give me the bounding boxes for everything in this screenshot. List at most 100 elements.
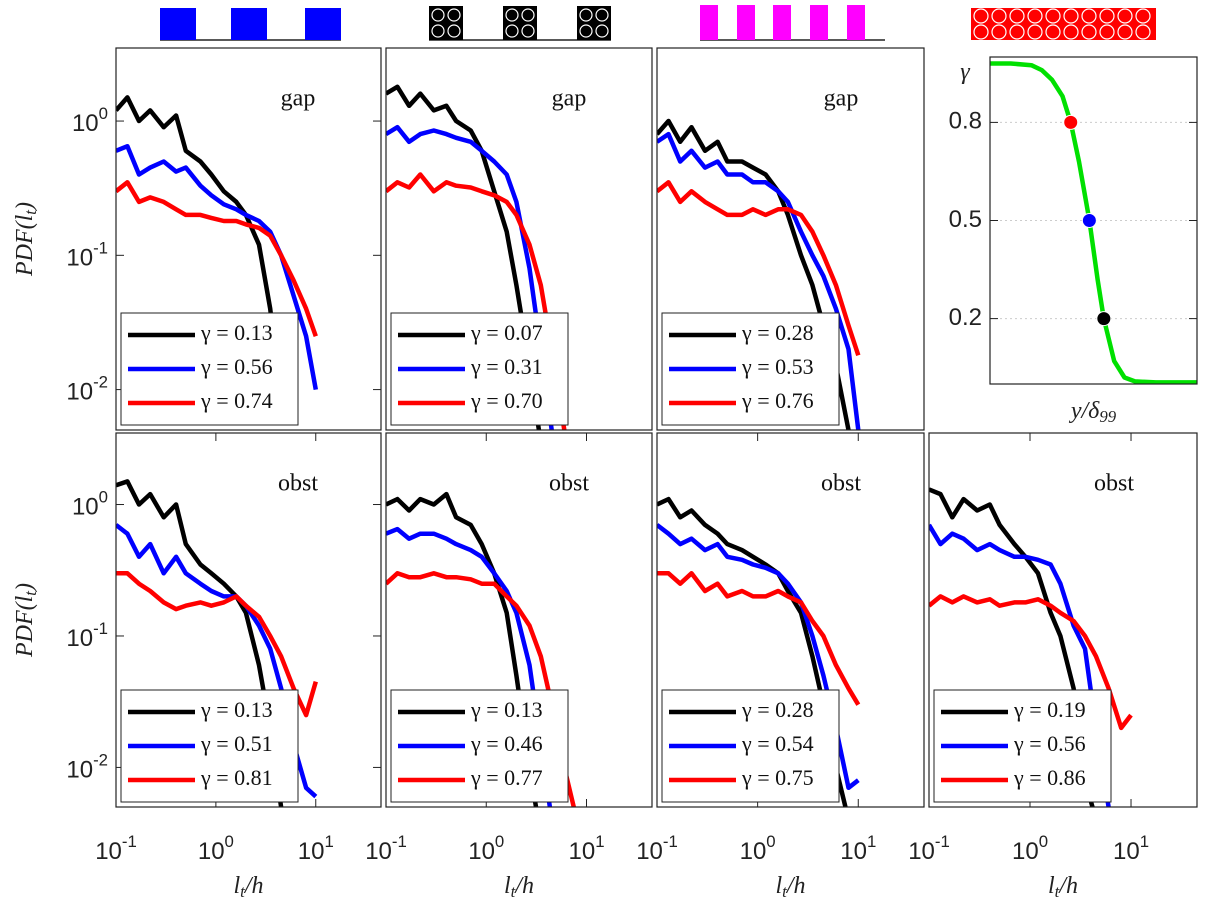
label-part: /h <box>1057 873 1078 899</box>
frame <box>115 47 382 431</box>
x-tick-label: 10-1 <box>95 832 137 865</box>
series-line <box>657 180 861 357</box>
label-part: -1 <box>935 832 950 851</box>
y-tick-label: 10-2 <box>66 751 108 784</box>
series-line <box>386 491 539 807</box>
x-tick-label: 100 <box>1012 832 1048 865</box>
series-line <box>657 118 851 430</box>
label-part: 0 <box>99 488 108 507</box>
series-group <box>386 84 567 430</box>
series-line <box>116 180 318 337</box>
x-axis-label: lt/h <box>504 873 534 901</box>
y-axis-label: PDF(lt) <box>12 202 40 277</box>
icon-bars <box>700 5 865 40</box>
series-line <box>386 124 554 430</box>
label-part: 10 <box>468 838 495 865</box>
label-part: -1 <box>392 832 407 851</box>
label-part: 0 <box>99 104 108 123</box>
label-part: 10 <box>1113 838 1140 865</box>
frame <box>928 432 1198 808</box>
label-part: 10 <box>636 838 663 865</box>
panel-label: obst <box>278 471 318 497</box>
label-part: PDF(l <box>12 214 38 277</box>
label-part: 10 <box>95 838 122 865</box>
series-line <box>929 594 1133 731</box>
label-part: ) <box>12 202 38 212</box>
legend-label: γ = 0.51 <box>200 731 273 756</box>
y-tick-label: 100 <box>72 488 108 521</box>
icon-array-circles <box>973 8 1151 40</box>
legend-label: γ = 0.13 <box>470 697 543 722</box>
label-part: l <box>233 873 240 899</box>
series-line <box>386 172 567 430</box>
legend-label: γ = 0.46 <box>470 731 543 756</box>
label-part: 1 <box>324 832 333 851</box>
legend-label: γ = 0.76 <box>741 388 814 413</box>
legend-label: γ = 0.07 <box>470 320 543 345</box>
legend-label: γ = 0.28 <box>741 697 814 722</box>
label-part: 10 <box>198 838 225 865</box>
y-axis-label: PDF(lt) <box>12 583 40 658</box>
x-axis-label: lt/h <box>233 873 263 901</box>
label-part: 10 <box>66 379 93 406</box>
label-part: -1 <box>93 239 108 258</box>
x-axis-label: y/δ99 <box>1069 398 1117 426</box>
icon-cylinders <box>429 6 611 40</box>
label-part: t <box>782 882 787 901</box>
icon-block <box>231 8 267 40</box>
label-part: 1 <box>1140 832 1149 851</box>
label-part: 10 <box>72 494 99 521</box>
x-axis-label: lt/h <box>775 873 805 901</box>
x-tick-label: 100 <box>198 832 234 865</box>
series-line <box>657 131 861 430</box>
panel-label: obst <box>1094 471 1134 497</box>
label-part: 10 <box>740 838 767 865</box>
y-tick-label: 0.5 <box>949 206 982 233</box>
x-tick-label: 101 <box>298 832 334 865</box>
x-tick-label: 100 <box>740 832 776 865</box>
y-tick-label: 10-1 <box>66 619 108 652</box>
series-group <box>386 491 577 807</box>
frame <box>115 432 382 808</box>
icon-circles <box>431 8 609 38</box>
legend-label: γ = 0.31 <box>470 354 543 379</box>
label-part: 10 <box>1012 838 1039 865</box>
series-line <box>657 571 861 706</box>
panel-label: gap <box>552 86 587 112</box>
legend-label: γ = 0.75 <box>741 765 814 790</box>
label-part: -1 <box>93 619 108 638</box>
label-part: PDF(l <box>12 595 38 658</box>
label-part: t <box>21 591 40 596</box>
x-tick-label: 100 <box>468 832 504 865</box>
panel-label: obst <box>549 471 589 497</box>
series-line <box>386 526 553 807</box>
schematic-icons <box>160 5 1156 41</box>
label-part: y/δ <box>1069 398 1100 424</box>
y-tick-label: 0.8 <box>949 108 982 135</box>
series-line <box>929 487 1095 807</box>
frame <box>656 432 925 808</box>
label-part: 10 <box>840 838 867 865</box>
label-part: 10 <box>365 838 392 865</box>
icon-block <box>160 8 196 40</box>
series-group <box>657 496 861 807</box>
legend-label: γ = 0.77 <box>470 765 543 790</box>
legend-label: γ = 0.74 <box>200 388 273 413</box>
y-tick-label: 10-1 <box>66 239 108 272</box>
panel: gap γ = 0.28 γ = 0.53 γ = 0.76 <box>656 47 925 431</box>
series-group <box>116 95 319 403</box>
panel-label: gap <box>824 86 859 112</box>
label-part: 10 <box>66 757 93 784</box>
label-part: -1 <box>663 832 678 851</box>
series-line <box>116 95 284 403</box>
label-part: 10 <box>66 625 93 652</box>
label-part: -1 <box>122 832 137 851</box>
frame <box>385 432 653 808</box>
label-part: t <box>511 882 516 901</box>
label-part: 0 <box>495 832 504 851</box>
